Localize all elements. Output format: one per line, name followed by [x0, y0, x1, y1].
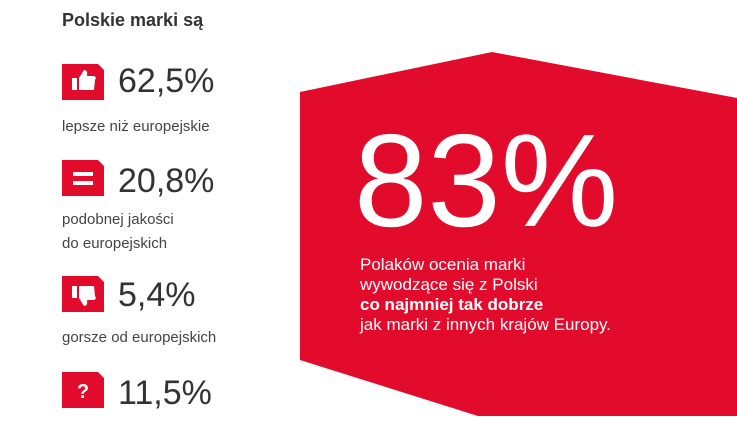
highlight-line: co najmniej tak dobrze [360, 295, 543, 314]
icon-thumb-up [62, 64, 104, 100]
title: Polskie marki są [62, 10, 204, 30]
item-value: 62,5% [118, 62, 214, 100]
item-value: 5,4% [118, 276, 196, 314]
item-label: podobnej jakości [62, 211, 174, 228]
red-banner [300, 52, 737, 416]
icon-text: ? [77, 381, 89, 403]
item-value: 20,8% [118, 162, 214, 200]
icon-thumb-down [62, 276, 104, 312]
highlight-line: wywodzące się z Polski [359, 275, 538, 294]
icon-equal [62, 160, 104, 196]
item-value: 11,5% [118, 374, 212, 412]
item-label: do europejskich [62, 235, 167, 252]
item-label: lepsze niż europejskie [62, 118, 210, 135]
highlight-line: Polaków ocenia marki [360, 255, 525, 274]
icon-question [62, 372, 104, 408]
highlight-line: jak marki z innych krajów Europy. [359, 315, 611, 334]
highlight-value: 83% [354, 107, 618, 254]
item-label: gorsze od europejskich [62, 329, 216, 346]
